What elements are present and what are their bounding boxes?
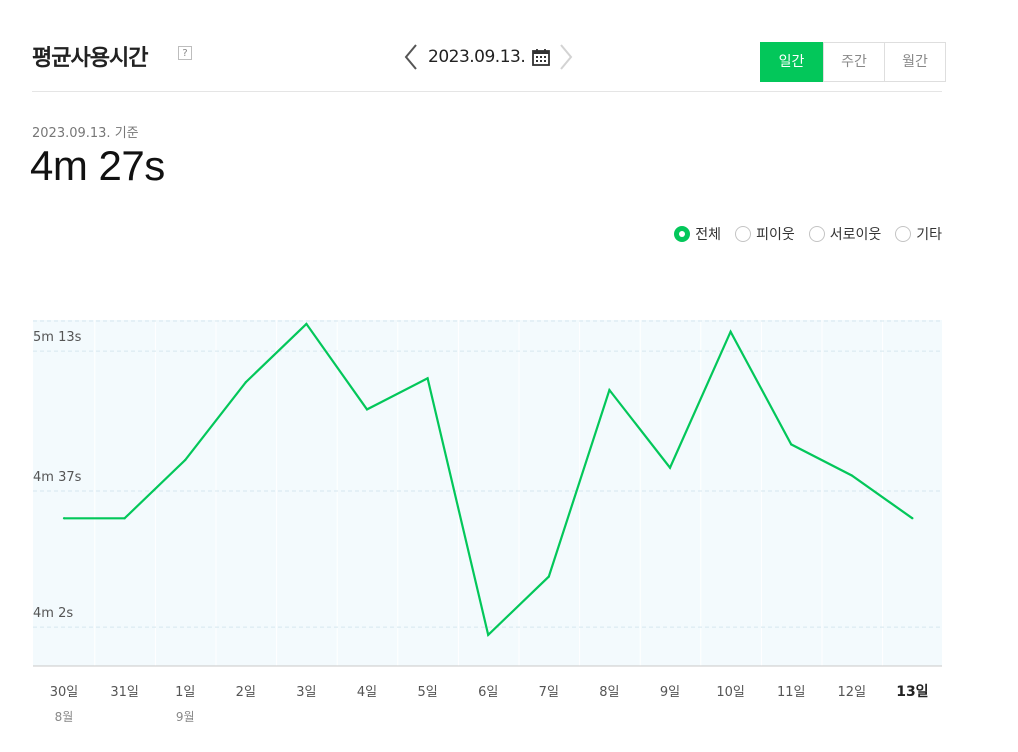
data-point: [487, 633, 490, 636]
data-point: [911, 517, 914, 520]
filter-other-label: 기타: [916, 227, 942, 243]
data-point: [790, 443, 793, 446]
chevron-right-icon[interactable]: [555, 40, 577, 74]
x-tick-label: 9일: [660, 685, 680, 700]
basis-date: 2023.09.13. 기준: [32, 126, 139, 141]
x-tick-label: 30일: [50, 685, 79, 700]
data-point: [608, 388, 611, 392]
data-point: [184, 458, 187, 462]
radio-checked-icon[interactable]: [674, 226, 691, 242]
data-point: [547, 575, 550, 578]
calendar-icon[interactable]: [531, 47, 551, 67]
filter-all-label: 전체: [695, 227, 722, 243]
x-tick-label: 8일: [599, 685, 619, 700]
y-tick-label: 4m 37s: [33, 470, 82, 485]
data-point: [62, 517, 66, 520]
data-point: [244, 381, 247, 384]
period-tabs: 일간 주간 월간: [760, 42, 946, 82]
filter-other[interactable]: 기타: [895, 224, 942, 244]
data-point: [305, 322, 308, 325]
x-tick-label: 31일: [110, 685, 139, 700]
question-icon[interactable]: ?: [178, 46, 192, 60]
data-point: [426, 377, 429, 380]
x-tick-label: 4일: [357, 685, 377, 700]
y-tick-label: 4m 2s: [33, 606, 73, 621]
data-point: [729, 330, 732, 333]
data-point: [365, 408, 369, 411]
tab-daily[interactable]: 일간: [760, 42, 823, 82]
tab-monthly[interactable]: 월간: [884, 43, 945, 81]
filter-mutual-neighbors-label: 서로이웃: [829, 227, 882, 243]
filter-mutual-neighbors[interactable]: 서로이웃: [808, 224, 882, 244]
x-tick-label: 3일: [296, 685, 316, 700]
data-point: [850, 474, 853, 477]
header-divider: [32, 91, 942, 92]
x-tick-label: 5일: [417, 685, 437, 700]
tab-weekly[interactable]: 주간: [823, 43, 884, 81]
filter-all[interactable]: 전체: [674, 224, 721, 244]
radio-unchecked-icon[interactable]: [735, 226, 752, 242]
x-tick-label: 6일: [478, 685, 498, 700]
radio-unchecked-icon[interactable]: [895, 226, 912, 242]
filter-neighbors-label: 피이웃: [756, 227, 795, 243]
x-tick-label: 11일: [777, 685, 806, 700]
filter-radio-group: 전체 피이웃 서로이웃 기타: [660, 224, 942, 244]
x-tick-label: 7일: [539, 685, 559, 700]
x-tick-label: 13일: [896, 684, 928, 700]
average-usage-time-value: 4m 27s: [30, 142, 165, 189]
plot-area-background: [33, 320, 942, 666]
chevron-left-icon[interactable]: [400, 40, 422, 74]
y-tick-label: 5m 13s: [33, 330, 82, 345]
data-point: [668, 466, 672, 469]
radio-unchecked-icon[interactable]: [808, 226, 825, 242]
date-navigator: 2023.09.13.: [400, 40, 577, 74]
x-tick-label: 12일: [838, 685, 867, 700]
current-date: 2023.09.13.: [428, 47, 526, 67]
x-month-label: 9월: [176, 710, 195, 724]
x-month-label: 8월: [55, 710, 74, 724]
data-point: [123, 517, 126, 520]
x-tick-label: 2일: [236, 685, 256, 700]
x-tick-label: 1일: [175, 685, 195, 700]
filter-neighbors[interactable]: 피이웃: [735, 224, 795, 244]
page-title: 평균사용시간: [32, 46, 148, 71]
x-tick-label: 10일: [716, 685, 745, 700]
